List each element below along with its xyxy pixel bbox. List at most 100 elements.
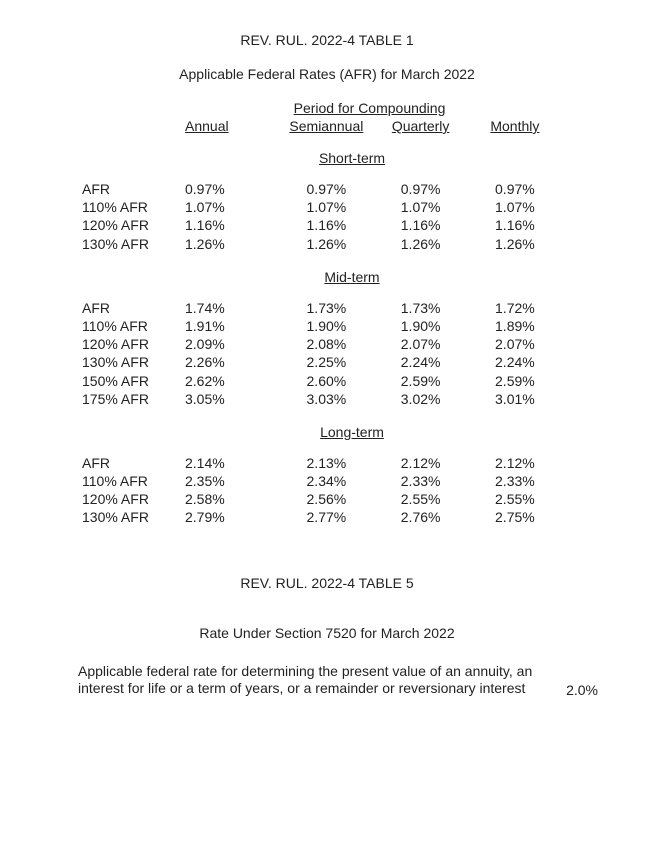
table-row: 130% AFR1.26%1.26%1.26%1.26%: [82, 235, 562, 253]
cell: 1.73%: [374, 299, 468, 317]
cell: 1.73%: [279, 299, 373, 317]
cell: 2.60%: [279, 372, 373, 390]
cell: 2.62%: [177, 372, 279, 390]
cell: 1.26%: [374, 235, 468, 253]
table-row: 130% AFR2.26%2.25%2.24%2.24%: [82, 353, 562, 371]
cell: 1.07%: [279, 198, 373, 216]
table5-rate: 2.0%: [538, 682, 598, 698]
cell: 2.33%: [374, 472, 468, 490]
cell: 2.07%: [468, 335, 562, 353]
cell: 2.34%: [279, 472, 373, 490]
table-row: 110% AFR1.07%1.07%1.07%1.07%: [82, 198, 562, 216]
cell: 1.72%: [468, 299, 562, 317]
cell: 1.26%: [279, 235, 373, 253]
col-annual: Annual: [177, 118, 279, 134]
table-row: 120% AFR1.16%1.16%1.16%1.16%: [82, 216, 562, 234]
table-row: 110% AFR2.35%2.34%2.33%2.33%: [82, 472, 562, 490]
cell: 1.26%: [468, 235, 562, 253]
cell: 2.33%: [468, 472, 562, 490]
row-label: 110% AFR: [82, 198, 177, 216]
cell: 2.24%: [374, 353, 468, 371]
cell: 2.07%: [374, 335, 468, 353]
cell: 2.25%: [279, 353, 373, 371]
cell: 1.07%: [374, 198, 468, 216]
table-row: 120% AFR2.09%2.08%2.07%2.07%: [82, 335, 562, 353]
section-title: Long-term: [82, 424, 562, 440]
table5-description: Applicable federal rate for determining …: [78, 663, 538, 698]
cell: 1.07%: [468, 198, 562, 216]
table-row: 110% AFR1.91%1.90%1.90%1.89%: [82, 317, 562, 335]
cell: 3.02%: [374, 390, 468, 408]
table5-body: Applicable federal rate for determining …: [78, 663, 598, 698]
cell: 2.14%: [177, 454, 279, 472]
col-monthly: Monthly: [468, 118, 562, 134]
row-label: 110% AFR: [82, 317, 177, 335]
table1-content: Period for Compounding Annual Semiannual…: [82, 100, 562, 527]
cell: 2.26%: [177, 353, 279, 371]
cell: 3.05%: [177, 390, 279, 408]
row-label: 175% AFR: [82, 390, 177, 408]
cell: 2.56%: [279, 490, 373, 508]
section-title: Short-term: [82, 150, 562, 166]
cell: 1.91%: [177, 317, 279, 335]
cell: 2.24%: [468, 353, 562, 371]
row-label: 130% AFR: [82, 235, 177, 253]
cell: 2.35%: [177, 472, 279, 490]
cell: 1.16%: [279, 216, 373, 234]
cell: 2.55%: [374, 490, 468, 508]
compound-header: Period for Compounding: [82, 100, 562, 118]
cell: 1.89%: [468, 317, 562, 335]
table-row: 120% AFR2.58%2.56%2.55%2.55%: [82, 490, 562, 508]
cell: 2.09%: [177, 335, 279, 353]
cell: 1.07%: [177, 198, 279, 216]
row-label: 120% AFR: [82, 490, 177, 508]
cell: 3.03%: [279, 390, 373, 408]
row-label: 130% AFR: [82, 353, 177, 371]
row-label: AFR: [82, 299, 177, 317]
cell: 2.59%: [468, 372, 562, 390]
col-quarterly: Quarterly: [374, 118, 468, 134]
table5-subtitle: Rate Under Section 7520 for March 2022: [0, 625, 654, 641]
cell: 2.59%: [374, 372, 468, 390]
row-label: 110% AFR: [82, 472, 177, 490]
col-semiannual: Semiannual: [279, 118, 373, 134]
table5-heading: REV. RUL. 2022-4 TABLE 5: [0, 575, 654, 591]
table5-block: REV. RUL. 2022-4 TABLE 5 Rate Under Sect…: [0, 575, 654, 641]
row-label: 120% AFR: [82, 216, 177, 234]
cell: 2.79%: [177, 508, 279, 526]
cell: 0.97%: [468, 180, 562, 198]
section-title: Mid-term: [82, 269, 562, 285]
cell: 2.08%: [279, 335, 373, 353]
table-row: AFR2.14%2.13%2.12%2.12%: [82, 454, 562, 472]
table-row: 175% AFR3.05%3.03%3.02%3.01%: [82, 390, 562, 408]
table-row: AFR1.74%1.73%1.73%1.72%: [82, 299, 562, 317]
cell: 2.75%: [468, 508, 562, 526]
cell: 2.77%: [279, 508, 373, 526]
row-label: AFR: [82, 454, 177, 472]
row-label: 130% AFR: [82, 508, 177, 526]
cell: 2.76%: [374, 508, 468, 526]
row-label: 150% AFR: [82, 372, 177, 390]
cell: 0.97%: [374, 180, 468, 198]
cell: 1.16%: [177, 216, 279, 234]
page: REV. RUL. 2022-4 TABLE 1 Applicable Fede…: [0, 0, 654, 841]
cell: 2.13%: [279, 454, 373, 472]
cell: 3.01%: [468, 390, 562, 408]
column-headers: Annual Semiannual Quarterly Monthly: [82, 118, 562, 134]
cell: 2.58%: [177, 490, 279, 508]
row-label: 120% AFR: [82, 335, 177, 353]
cell: 1.26%: [177, 235, 279, 253]
table1-subtitle: Applicable Federal Rates (AFR) for March…: [0, 66, 654, 82]
cell: 2.12%: [374, 454, 468, 472]
table-row: 150% AFR2.62%2.60%2.59%2.59%: [82, 372, 562, 390]
table1-heading: REV. RUL. 2022-4 TABLE 1: [0, 32, 654, 48]
cell: 0.97%: [177, 180, 279, 198]
cell: 1.90%: [374, 317, 468, 335]
compound-heading: Period for Compounding: [177, 100, 562, 116]
cell: 2.55%: [468, 490, 562, 508]
cell: 1.90%: [279, 317, 373, 335]
cell: 1.74%: [177, 299, 279, 317]
cell: 1.16%: [468, 216, 562, 234]
cell: 2.12%: [468, 454, 562, 472]
table-row: 130% AFR2.79%2.77%2.76%2.75%: [82, 508, 562, 526]
